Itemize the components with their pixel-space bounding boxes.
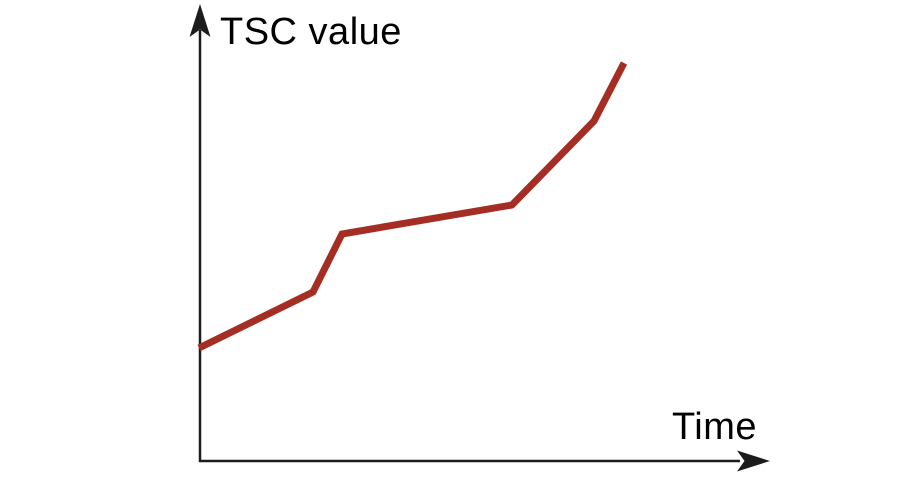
x-axis-label: Time <box>672 406 758 448</box>
y-axis-arrowhead <box>189 4 211 37</box>
x-axis-arrowhead <box>737 450 770 472</box>
tsc-line <box>197 61 628 352</box>
y-axis-label: TSC value <box>220 11 402 53</box>
